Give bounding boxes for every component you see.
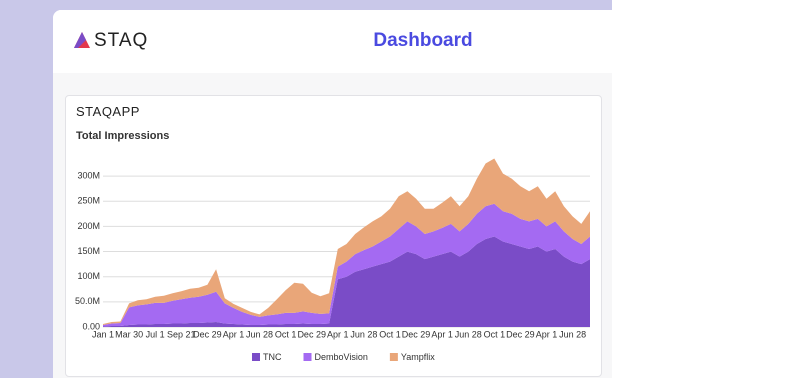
y-tick-label: 50.0M [75, 296, 100, 306]
logo-text: STAQ [94, 30, 149, 51]
legend-swatch [389, 353, 398, 361]
x-tick-label: Apr 1 [327, 329, 349, 339]
x-tick-label: Jun 28 [559, 329, 586, 339]
logo-icon [74, 32, 90, 48]
chart-title: Total Impressions [76, 130, 169, 142]
page-title: Dashboard [373, 30, 473, 51]
x-tick-label: Sep 21 [167, 329, 196, 339]
header: STAQ Dashboard [53, 10, 612, 73]
area [103, 158, 590, 325]
area [103, 236, 590, 327]
legend-label: TNC [263, 352, 282, 362]
x-tick-label: Dec 29 [506, 329, 535, 339]
legend-label: Yampflix [401, 352, 435, 362]
y-tick-label: 200M [77, 221, 100, 231]
y-tick-label: 250M [77, 196, 100, 206]
x-tick-label: Dec 29 [297, 329, 326, 339]
x-tick-label: Jul 1 [146, 329, 165, 339]
x-tick-label: Jun 28 [350, 329, 377, 339]
x-tick-label: Oct 1 [275, 329, 297, 339]
legend-swatch [252, 353, 260, 361]
legend-label: DemboVision [315, 352, 368, 362]
y-tick-label: 300M [77, 170, 100, 180]
x-tick-label: Apr 1 [536, 329, 558, 339]
panel-title: STAQAPP [76, 104, 140, 119]
x-tick-label: Jan 1 [92, 329, 114, 339]
x-tick-label: Oct 1 [484, 329, 506, 339]
x-tick-label: Dec 29 [193, 329, 222, 339]
area [103, 203, 590, 327]
y-tick-label: 150M [77, 246, 100, 256]
x-tick-label: Mar 30 [115, 329, 143, 339]
y-tick-label: 100M [77, 271, 100, 281]
x-tick-label: Apr 1 [431, 329, 453, 339]
x-tick-label: Oct 1 [379, 329, 401, 339]
x-tick-label: Jun 28 [455, 329, 482, 339]
logo[interactable]: STAQ [73, 30, 148, 52]
legend-swatch [303, 353, 312, 361]
y-tick-label: 0.00 [82, 321, 100, 331]
x-tick-label: Apr 1 [223, 329, 245, 339]
x-tick-label: Jun 28 [246, 329, 273, 339]
x-tick-label: Dec 29 [402, 329, 431, 339]
